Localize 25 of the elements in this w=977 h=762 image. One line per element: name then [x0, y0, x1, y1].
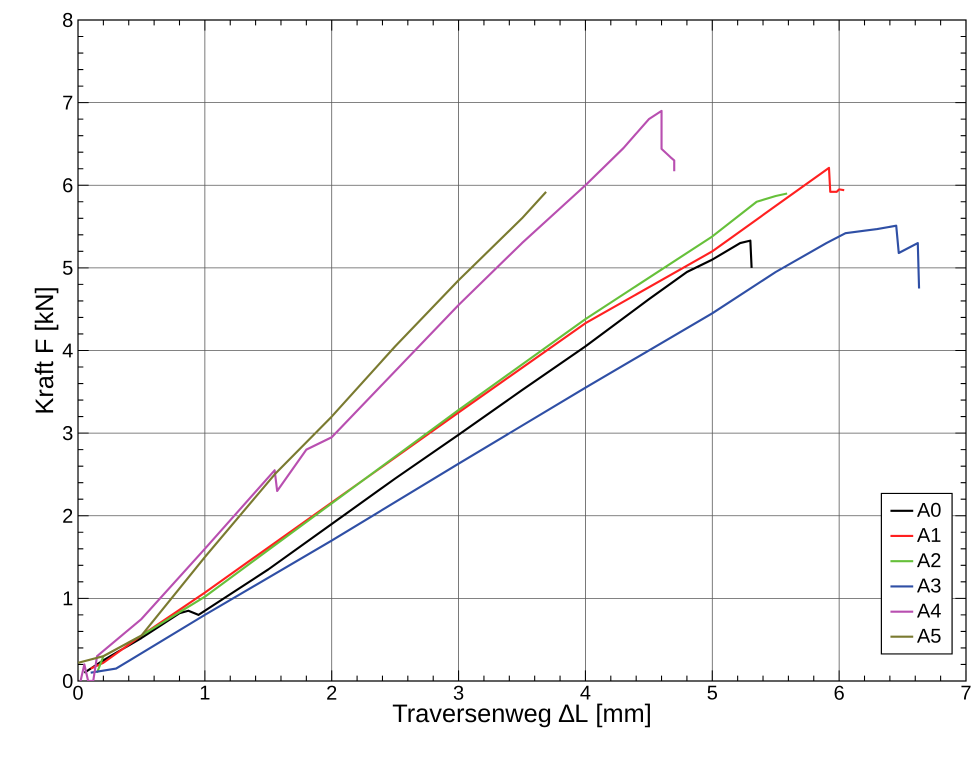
legend-label: A1 [916, 528, 940, 542]
legend-label: A2 [916, 553, 940, 568]
legend-label: A5 [916, 628, 941, 643]
x-tick-label: 2 [327, 686, 336, 700]
y-tick-label: 3 [62, 426, 72, 440]
x-tick-label: 5 [708, 686, 718, 700]
y-tick-label: 0 [62, 674, 73, 688]
x-axis-title: Traversenweg ∆L [mm] [392, 704, 650, 728]
y-tick-label: 1 [64, 591, 72, 606]
legend-label: A3 [916, 578, 941, 593]
y-tick-label: 5 [62, 260, 72, 275]
x-tick-label: 6 [834, 686, 844, 700]
x-tick-label: 3 [454, 686, 464, 700]
y-tick-label: 7 [63, 96, 72, 110]
y-axis-title: Kraft F [kN] [34, 288, 58, 412]
legend-label: A4 [916, 604, 941, 618]
y-tick-label: 6 [63, 178, 72, 192]
y-tick-label: 8 [63, 12, 72, 28]
legend-label: A0 [916, 502, 941, 517]
y-tick-label: 4 [62, 344, 73, 358]
x-tick-label: 4 [580, 686, 590, 700]
x-tick-label: 0 [73, 686, 83, 700]
x-tick-label: 7 [961, 686, 971, 700]
x-tick-label: 1 [200, 686, 210, 700]
y-tick-label: 2 [63, 508, 72, 523]
